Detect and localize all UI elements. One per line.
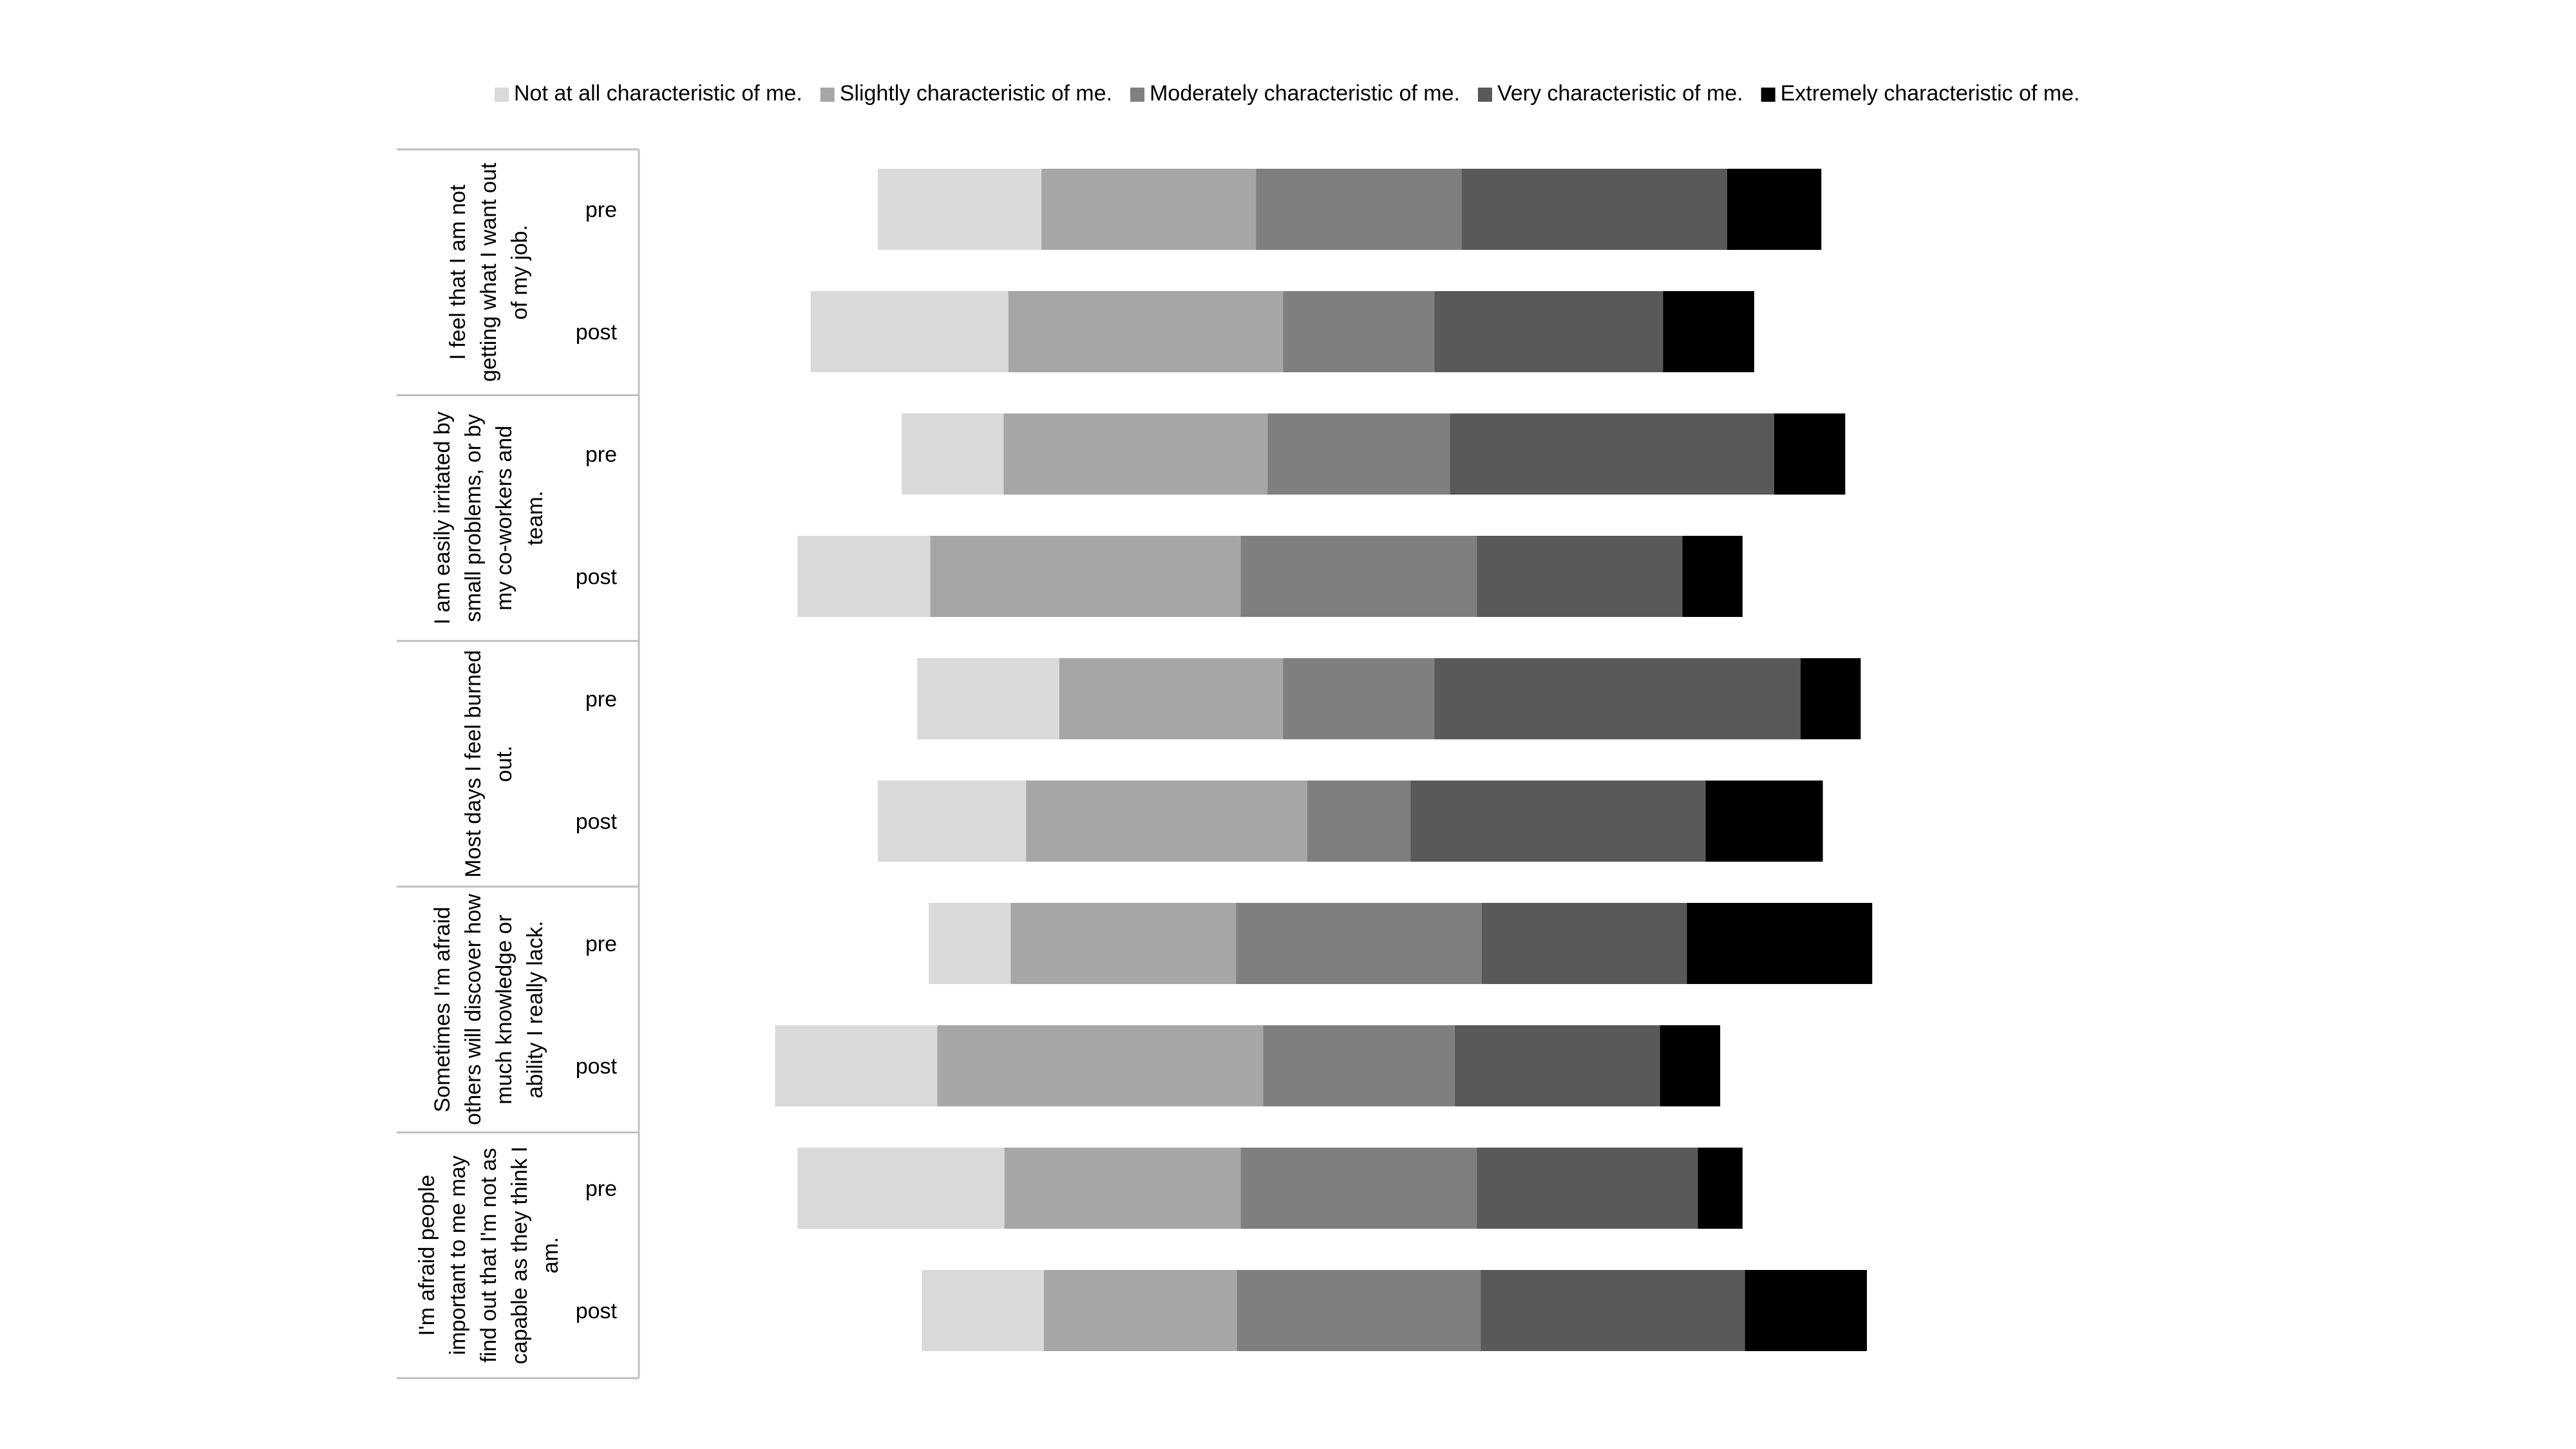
group-label-line: find out that I'm not as <box>477 1148 501 1362</box>
bar-segment-1-post-2 <box>1283 291 1435 372</box>
group-label-line: getting what I want out <box>477 162 501 382</box>
group-label-line: of my job. <box>507 225 532 319</box>
row-label-pre: pre <box>585 687 617 712</box>
bar-segment-3-pre-3 <box>1434 658 1801 739</box>
bar-segment-1-post-0 <box>810 291 1009 372</box>
bar-segment-3-post-2 <box>1307 781 1411 862</box>
bar-segment-2-post-4 <box>1682 536 1743 617</box>
bar-segment-4-pre-3 <box>1481 903 1687 984</box>
group-label-line: am. <box>538 1237 563 1274</box>
group-label-line: I am easily irritated by <box>430 412 455 625</box>
row-label-pre: pre <box>585 1177 617 1201</box>
row-label-post: post <box>576 565 618 589</box>
bar-segment-3-post-3 <box>1410 781 1706 862</box>
legend-swatch-2 <box>1130 88 1145 102</box>
bar-segment-2-pre-1 <box>1003 413 1268 495</box>
bar-segment-1-pre-2 <box>1256 169 1462 250</box>
bar-segment-4-pre-0 <box>929 903 1011 984</box>
bar-segment-4-post-0 <box>775 1025 938 1106</box>
bar-segment-4-pre-2 <box>1236 903 1482 984</box>
legend-label-1: Slightly characteristic of me. <box>840 81 1112 106</box>
row-label-pre: pre <box>585 442 617 467</box>
group-label-line: out. <box>492 746 516 782</box>
bar-segment-2-pre-0 <box>902 413 1004 495</box>
bar-segment-3-pre-1 <box>1059 658 1283 739</box>
group-label-line: Most days I feel burned <box>461 650 486 877</box>
bar-segment-1-post-1 <box>1008 291 1283 372</box>
group-label-line: team. <box>523 491 547 545</box>
group-label-line: Sometimes I’m afraid <box>430 907 455 1112</box>
group-label-line: small problems, or by <box>461 414 486 622</box>
bar-segment-5-pre-4 <box>1698 1148 1743 1229</box>
category-axis-frame <box>397 148 640 1379</box>
bar-segment-3-post-4 <box>1705 781 1823 862</box>
group-label-line: my co-workers and <box>492 426 516 611</box>
group-label-1: I am easily irritated by small problems, … <box>430 412 547 625</box>
category-labels: I feel that I am not getting what I want … <box>415 162 618 1364</box>
bar-segment-2-post-3 <box>1477 536 1683 617</box>
group-label-2: Most days I feel burned out. <box>461 650 516 877</box>
legend-swatch-3 <box>1477 88 1492 102</box>
bar-segment-1-pre-3 <box>1461 169 1727 250</box>
legend-swatch-0 <box>495 88 509 102</box>
bar-segment-4-post-1 <box>937 1025 1264 1106</box>
legend-label-0: Not at all characteristic of me. <box>514 81 802 106</box>
bar-segment-5-post-0 <box>922 1270 1044 1351</box>
bar-segment-5-post-1 <box>1043 1270 1237 1351</box>
bar-segment-4-pre-4 <box>1687 903 1873 984</box>
bar-segment-1-post-3 <box>1434 291 1663 372</box>
group-label-line: much knowledge or <box>492 914 516 1104</box>
group-label-4: I'm afraid people important to me may find… <box>415 1146 563 1364</box>
bar-segment-2-post-1 <box>930 536 1241 617</box>
bar-segment-2-post-2 <box>1240 536 1477 617</box>
row-label-post: post <box>576 1054 618 1079</box>
legend-swatch-4 <box>1761 88 1776 102</box>
bar-segment-5-post-4 <box>1745 1270 1867 1351</box>
bar-segment-3-post-1 <box>1026 781 1307 862</box>
bar-segment-5-pre-1 <box>1004 1148 1241 1229</box>
bar-segment-2-pre-2 <box>1267 413 1450 495</box>
bar-segment-5-post-2 <box>1236 1270 1481 1351</box>
bar-segment-5-pre-0 <box>797 1148 1005 1229</box>
bar-segment-3-pre-0 <box>917 658 1059 739</box>
row-label-post: post <box>576 1299 618 1323</box>
bar-segment-3-pre-2 <box>1283 658 1435 739</box>
bar-segment-5-post-3 <box>1481 1270 1745 1351</box>
bar-segment-1-pre-4 <box>1727 169 1822 250</box>
legend-label-2: Moderately characteristic of me. <box>1150 81 1460 106</box>
row-label-post: post <box>576 320 618 345</box>
bar-segment-1-pre-0 <box>878 169 1042 250</box>
bar-segment-2-pre-3 <box>1450 413 1774 495</box>
row-label-pre: pre <box>585 932 617 956</box>
group-label-line: I'm afraid people <box>415 1175 439 1336</box>
legend-swatch-1 <box>820 88 835 102</box>
bar-segment-4-post-2 <box>1263 1025 1455 1106</box>
bar-segment-4-pre-1 <box>1010 903 1236 984</box>
bar-segment-4-post-3 <box>1454 1025 1660 1106</box>
bar-segment-1-post-4 <box>1663 291 1754 372</box>
row-label-post: post <box>576 810 618 834</box>
bar-segment-5-pre-2 <box>1240 1148 1477 1229</box>
legend: Not at all characteristic of me. Slightly… <box>495 81 2079 106</box>
bar-segment-3-post-0 <box>878 781 1027 862</box>
bar-segment-1-pre-1 <box>1041 169 1256 250</box>
group-label-0: I feel that I am not getting what I want … <box>446 162 532 382</box>
group-label-line: ability I really lack. <box>523 921 547 1099</box>
group-label-line: others will discover how <box>461 894 486 1125</box>
bar-segment-3-pre-4 <box>1800 658 1861 739</box>
group-label-3: Sometimes I’m afraid others will discover… <box>430 894 547 1125</box>
group-label-line: I feel that I am not <box>446 184 470 360</box>
group-label-line: important to me may <box>446 1155 470 1355</box>
row-label-pre: pre <box>585 198 617 222</box>
bar-segment-4-post-4 <box>1660 1025 1721 1106</box>
bar-segment-5-pre-3 <box>1477 1148 1698 1229</box>
legend-label-3: Very characteristic of me. <box>1497 81 1743 106</box>
bars <box>775 169 1873 1351</box>
bar-segment-2-post-0 <box>797 536 931 617</box>
group-label-line: capable as they think I <box>507 1146 532 1364</box>
legend-label-4: Extremely characteristic of me. <box>1781 81 2080 106</box>
bar-segment-2-pre-4 <box>1774 413 1846 495</box>
